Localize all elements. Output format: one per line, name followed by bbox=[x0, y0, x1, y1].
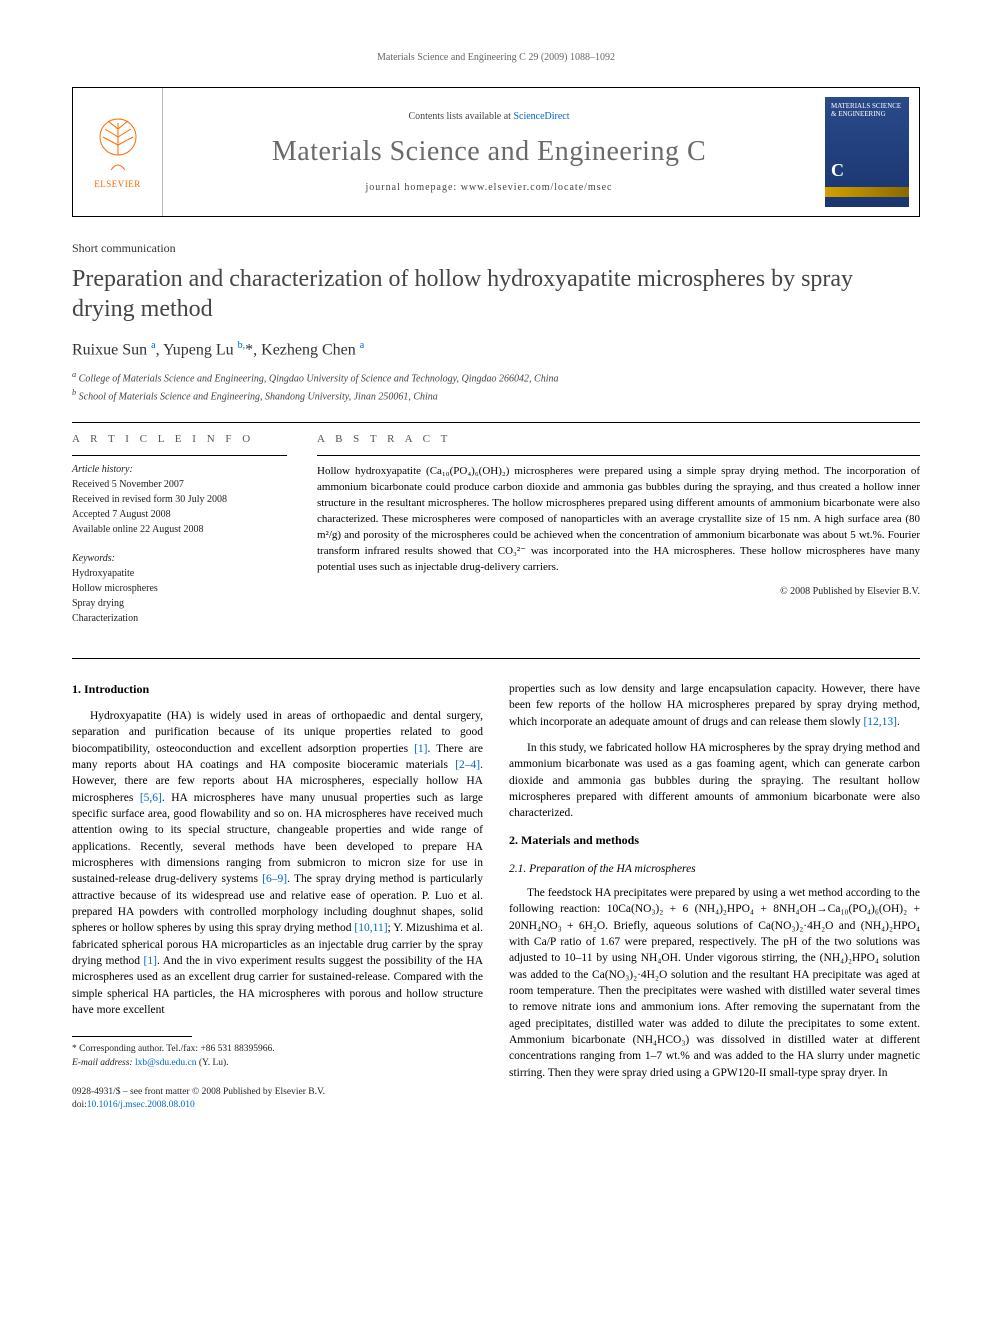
keyword-2: Hollow microspheres bbox=[72, 583, 158, 594]
history-label: Article history: bbox=[72, 464, 133, 475]
affiliation-b: b School of Materials Science and Engine… bbox=[72, 387, 920, 404]
affiliation-a: a College of Materials Science and Engin… bbox=[72, 369, 920, 386]
article-history-block: Article history: Received 5 November 200… bbox=[72, 455, 287, 537]
cover-c: C bbox=[831, 160, 844, 181]
homepage-url: www.elsevier.com/locate/msec bbox=[461, 182, 613, 193]
keyword-4: Characterization bbox=[72, 613, 138, 624]
keywords-label: Keywords: bbox=[72, 553, 115, 564]
email-label: E-mail address: bbox=[72, 1058, 135, 1068]
heading-preparation: 2.1. Preparation of the HA microspheres bbox=[509, 861, 920, 877]
intro-paragraph-2: properties such as low density and large… bbox=[509, 681, 920, 730]
footnote-separator bbox=[72, 1036, 192, 1037]
intro-paragraph-3: In this study, we fabricated hollow HA m… bbox=[509, 740, 920, 822]
rule-below-abstract bbox=[72, 658, 920, 659]
history-online: Available online 22 August 2008 bbox=[72, 524, 203, 535]
affiliation-b-text: School of Materials Science and Engineer… bbox=[79, 391, 438, 402]
running-header: Materials Science and Engineering C 29 (… bbox=[72, 52, 920, 63]
journal-cover-thumbnail: MATERIALS SCIENCE & ENGINEERING C bbox=[825, 97, 909, 207]
heading-materials-methods: 2. Materials and methods bbox=[509, 832, 920, 849]
abstract-copyright: © 2008 Published by Elsevier B.V. bbox=[317, 586, 920, 597]
footnotes: * Corresponding author. Tel./fax: +86 53… bbox=[72, 1043, 483, 1070]
doi-label: doi: bbox=[72, 1100, 87, 1110]
intro-paragraph-1: Hydroxyapatite (HA) is widely used in ar… bbox=[72, 708, 483, 1018]
abstract-column: A B S T R A C T Hollow hydroxyapatite (C… bbox=[317, 433, 920, 640]
article-title: Preparation and characterization of holl… bbox=[72, 264, 920, 324]
info-abstract-row: A R T I C L E I N F O Article history: R… bbox=[72, 433, 920, 640]
email-link[interactable]: lxb@sdu.edu.cn bbox=[135, 1058, 197, 1068]
bottom-meta: 0928-4931/$ – see front matter © 2008 Pu… bbox=[72, 1086, 483, 1113]
contents-prefix: Contents lists available at bbox=[408, 111, 513, 122]
issn-line: 0928-4931/$ – see front matter © 2008 Pu… bbox=[72, 1086, 483, 1099]
contents-available-line: Contents lists available at ScienceDirec… bbox=[183, 111, 795, 122]
authors: Ruixue Sun a, Yupeng Lu b,*, Kezheng Che… bbox=[72, 340, 920, 359]
page: Materials Science and Engineering C 29 (… bbox=[0, 0, 992, 1152]
masthead-center: Contents lists available at ScienceDirec… bbox=[163, 103, 815, 201]
doi-line: doi:10.1016/j.msec.2008.08.010 bbox=[72, 1099, 483, 1112]
homepage-prefix: journal homepage: bbox=[366, 182, 461, 193]
journal-name: Materials Science and Engineering C bbox=[183, 136, 795, 168]
history-received: Received 5 November 2007 bbox=[72, 479, 184, 490]
abstract-heading: A B S T R A C T bbox=[317, 433, 920, 445]
history-accepted: Accepted 7 August 2008 bbox=[72, 509, 171, 520]
sciencedirect-link[interactable]: ScienceDirect bbox=[513, 111, 569, 122]
email-line: E-mail address: lxb@sdu.edu.cn (Y. Lu). bbox=[72, 1057, 483, 1070]
article-info-column: A R T I C L E I N F O Article history: R… bbox=[72, 433, 287, 640]
journal-masthead: ELSEVIER Contents lists available at Sci… bbox=[72, 87, 920, 217]
keyword-3: Spray drying bbox=[72, 598, 124, 609]
affiliations: a College of Materials Science and Engin… bbox=[72, 369, 920, 404]
history-revised: Received in revised form 30 July 2008 bbox=[72, 494, 227, 505]
masthead-row: ELSEVIER Contents lists available at Sci… bbox=[73, 88, 919, 216]
journal-homepage-line: journal homepage: www.elsevier.com/locat… bbox=[183, 182, 795, 193]
body-columns: 1. Introduction Hydroxyapatite (HA) is w… bbox=[72, 681, 920, 1112]
article-info-heading: A R T I C L E I N F O bbox=[72, 433, 287, 445]
email-suffix: (Y. Lu). bbox=[197, 1058, 229, 1068]
doi-link[interactable]: 10.1016/j.msec.2008.08.010 bbox=[87, 1100, 195, 1110]
cover-title: MATERIALS SCIENCE & ENGINEERING bbox=[831, 103, 903, 118]
corresponding-author: * Corresponding author. Tel./fax: +86 53… bbox=[72, 1043, 483, 1056]
elsevier-logo: ELSEVIER bbox=[73, 88, 163, 216]
article-type: Short communication bbox=[72, 241, 920, 256]
elsevier-wordmark: ELSEVIER bbox=[94, 179, 141, 189]
keywords-block: Keywords: Hydroxyapatite Hollow microsph… bbox=[72, 551, 287, 626]
heading-introduction: 1. Introduction bbox=[72, 681, 483, 698]
affiliation-a-text: College of Materials Science and Enginee… bbox=[79, 374, 559, 385]
rule-above-info bbox=[72, 422, 920, 423]
abstract-text: Hollow hydroxyapatite (Ca₁₀(PO₄)₆(OH)₂) … bbox=[317, 455, 920, 576]
keyword-1: Hydroxyapatite bbox=[72, 568, 134, 579]
elsevier-tree-icon bbox=[93, 115, 143, 175]
methods-paragraph-1: The feedstock HA precipitates were prepa… bbox=[509, 885, 920, 1081]
cover-band bbox=[825, 187, 909, 197]
